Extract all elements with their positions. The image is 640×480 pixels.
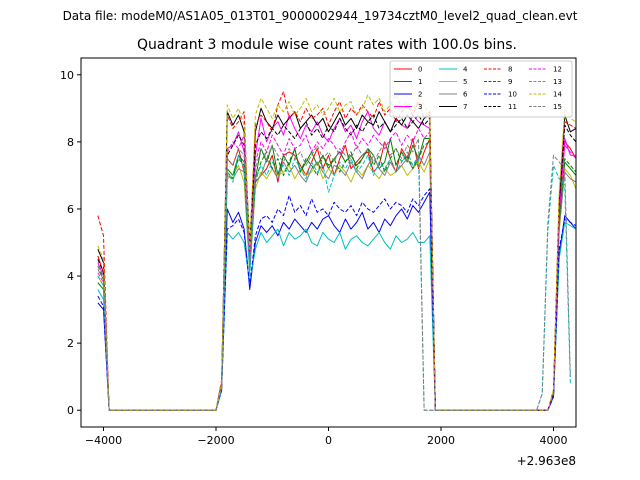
- y-tick-label: 6: [67, 203, 74, 216]
- x-offset-label: +2.963e8: [517, 454, 576, 468]
- y-tick-label: 2: [67, 337, 74, 350]
- legend-label-2: 2: [418, 91, 422, 99]
- x-tick-label: −2000: [197, 434, 234, 447]
- x-tick-label: 4000: [540, 434, 568, 447]
- legend-label-15: 15: [553, 103, 562, 111]
- legend-label-4: 4: [463, 66, 468, 74]
- legend-label-13: 13: [553, 78, 562, 86]
- legend-label-3: 3: [418, 103, 422, 111]
- y-tick-label: 8: [67, 136, 74, 149]
- y-tick-label: 10: [60, 69, 74, 82]
- legend-box: [389, 60, 573, 118]
- x-tick-label: −4000: [85, 434, 122, 447]
- series-line-11: [97, 114, 576, 411]
- data-file-header: Data file: modeM0/AS1A05_013T01_90000029…: [63, 9, 578, 23]
- legend-label-12: 12: [553, 66, 562, 74]
- legend-label-5: 5: [463, 78, 467, 86]
- chart-title: Quadrant 3 module wise count rates with …: [137, 37, 517, 53]
- series-layer: [97, 91, 576, 411]
- series-line-15: [97, 138, 571, 411]
- x-tick-label: 2000: [427, 434, 455, 447]
- legend-label-9: 9: [508, 78, 512, 86]
- legend-label-8: 8: [508, 66, 512, 74]
- y-tick-label: 4: [67, 270, 74, 283]
- legend-label-6: 6: [463, 91, 468, 99]
- legend-label-10: 10: [508, 91, 517, 99]
- y-tick-label: 0: [67, 404, 74, 417]
- legend-label-7: 7: [463, 103, 467, 111]
- legend-label-0: 0: [418, 66, 422, 74]
- x-tick-label: 0: [325, 434, 332, 447]
- legend-label-11: 11: [508, 103, 517, 111]
- legend-label-1: 1: [418, 78, 422, 86]
- legend-label-14: 14: [553, 91, 562, 99]
